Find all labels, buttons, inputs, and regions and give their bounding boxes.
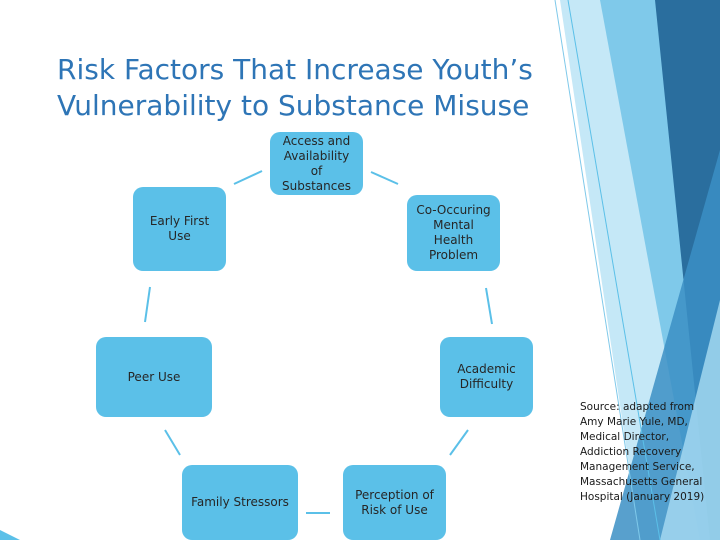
node-access-label: Access and Availability of Substances — [282, 133, 351, 193]
connector-early-access — [233, 170, 263, 185]
node-family-stressors: Family Stressors — [182, 465, 298, 540]
deco-thin-line-2 — [567, 0, 661, 540]
node-early-first-use: Early First Use — [133, 187, 226, 271]
connector-access-cooccurring — [370, 171, 399, 185]
node-cooccurring-label: Co-Occuring Mental Health Problem — [416, 203, 491, 262]
slide-title: Risk Factors That Increase Youth’s Vulne… — [57, 53, 533, 122]
node-early-label: Early First Use — [149, 214, 210, 243]
node-academic-label: Academic Difficulty — [457, 362, 516, 391]
node-perception-label: Perception of Risk of Use — [355, 487, 434, 517]
node-co-occurring-mental-health: Co-Occuring Mental Health Problem — [407, 195, 500, 271]
connector-academic-perception — [449, 429, 469, 456]
node-peer-use: Peer Use — [96, 337, 212, 417]
node-access-availability: Access and Availability of Substances — [270, 132, 363, 195]
connector-family-peer — [164, 429, 181, 456]
deco-bottom-left-sliver — [0, 530, 20, 540]
node-family-label: Family Stressors — [191, 495, 289, 509]
connector-peer-early — [144, 286, 151, 323]
node-perception-of-risk: Perception of Risk of Use — [343, 465, 446, 540]
deco-thin-line-1 — [554, 0, 641, 540]
connector-cooccurring-academic — [485, 287, 493, 325]
source-citation: Source: adapted from Amy Marie Yule, MD,… — [580, 401, 705, 503]
node-academic-difficulty: Academic Difficulty — [440, 337, 533, 417]
deco-lower-light-band — [660, 300, 720, 540]
node-peer-label: Peer Use — [127, 369, 181, 384]
